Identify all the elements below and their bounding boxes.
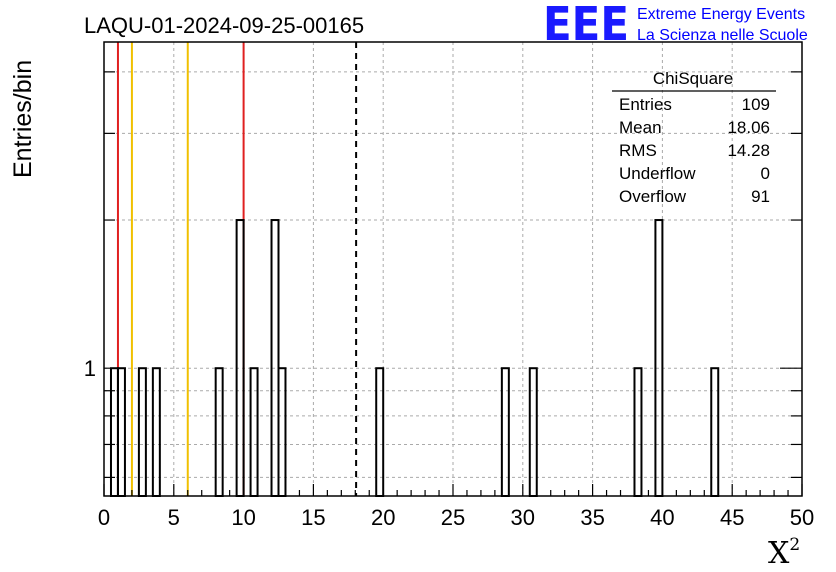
- histogram-bar: [235, 219, 245, 497]
- stats-row-label: Overflow: [619, 187, 687, 206]
- stats-row-value: 18.06: [727, 118, 770, 137]
- histogram-bar: [214, 367, 224, 498]
- x-tick-label: 25: [441, 505, 465, 530]
- histogram-bar: [528, 367, 538, 498]
- logo-line-1: Extreme Energy Events: [637, 6, 805, 23]
- eee-logo: EEE Extreme Energy Events La Scienza nel…: [543, 0, 808, 51]
- histogram-bar: [633, 367, 643, 498]
- stats-row-value: 0: [761, 164, 770, 183]
- stats-row-label: Mean: [619, 118, 662, 137]
- chart-title: LAQU-01-2024-09-25-00165: [84, 13, 364, 38]
- stats-row-label: Underflow: [619, 164, 696, 183]
- x-tick-label: 50: [790, 505, 814, 530]
- stats-row-value: 91: [751, 187, 770, 206]
- y-tick-label: 1: [84, 356, 96, 381]
- x-tick-label: 40: [650, 505, 674, 530]
- stats-rows: Entries 109 Mean 18.06 RMS 14.28 Underflow 0 Ove…: [619, 95, 770, 206]
- x-tick-label: 20: [371, 505, 395, 530]
- stats-row-label: Entries: [619, 95, 672, 114]
- histogram-bar: [277, 367, 287, 498]
- stats-box: ChiSquare Entries 109 Mean 18.06 RMS 14.28 Und…: [612, 69, 776, 206]
- histogram-bars: [109, 219, 720, 498]
- x-axis-label: X2: [768, 535, 800, 571]
- x-tick-label: 0: [98, 505, 110, 530]
- x-tick-label: 10: [231, 505, 255, 530]
- x-tick-label: 35: [580, 505, 604, 530]
- y-axis-label: Entries/bin: [9, 60, 37, 178]
- x-tick-label: 15: [301, 505, 325, 530]
- histogram-bar: [116, 367, 126, 498]
- stats-box-title: ChiSquare: [653, 69, 733, 88]
- eee-logo-mark: EEE: [543, 0, 629, 51]
- x-tick-label: 30: [511, 505, 535, 530]
- stats-row-label: RMS: [619, 141, 657, 160]
- x-axis-label-sup: 2: [789, 535, 800, 555]
- histogram-bar: [249, 367, 259, 498]
- histogram-bar: [500, 367, 510, 498]
- histogram-bar: [270, 219, 280, 497]
- x-axis-label-main: X: [768, 536, 790, 571]
- logo-line-2: La Scienza nelle Scuole: [637, 27, 808, 44]
- grid: [104, 42, 802, 496]
- x-tick-label: 5: [168, 505, 180, 530]
- axes: 0 5 10 15 20 25 30 35 40 45 50 1: [84, 41, 814, 530]
- histogram-bar: [654, 219, 664, 497]
- histogram-bar: [710, 367, 720, 498]
- x-tick-label: 45: [720, 505, 744, 530]
- stats-row-value: 14.28: [727, 141, 770, 160]
- histogram-bar: [151, 367, 161, 498]
- histogram-bar: [137, 367, 147, 498]
- histogram-bar: [375, 367, 385, 498]
- stats-row-value: 109: [742, 95, 770, 114]
